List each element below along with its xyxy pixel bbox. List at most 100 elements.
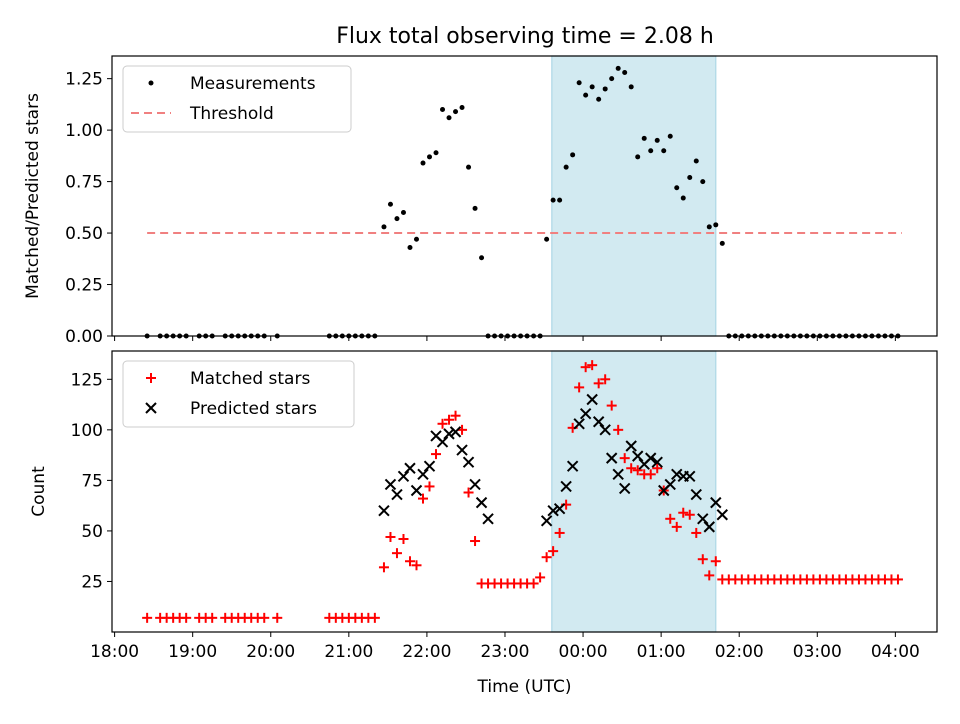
- matched-point: [424, 481, 435, 492]
- x-tick-label: 03:00: [793, 642, 842, 662]
- x-tick-label: 23:00: [480, 642, 529, 662]
- y-tick-label: 1.25: [65, 70, 103, 90]
- matched-point: [665, 513, 676, 524]
- matched-point: [593, 378, 604, 389]
- x-tick-label: 20:00: [246, 642, 295, 662]
- y-tick-label: 0.75: [65, 173, 103, 193]
- measurement-point: [413, 236, 419, 242]
- matched-point: [463, 487, 474, 498]
- predicted-point: [579, 407, 592, 420]
- predicted-point: [703, 521, 715, 533]
- matched-point: [385, 531, 396, 542]
- measurement-point: [400, 209, 406, 215]
- highlight-span: [551, 350, 717, 633]
- predicted-point: [697, 513, 709, 525]
- matched-point: [378, 562, 389, 573]
- predicted-point: [671, 468, 683, 481]
- y-axis-label: Count: [29, 466, 49, 517]
- x-tick-label: 02:00: [715, 642, 764, 662]
- y-tick-label: 0.00: [65, 327, 103, 347]
- matched-point: [626, 463, 637, 474]
- predicted-point: [410, 484, 423, 497]
- measurement-point: [615, 65, 621, 71]
- measurement-point: [700, 179, 706, 185]
- matched-point: [411, 560, 422, 571]
- measurement-point: [654, 137, 660, 143]
- matched-point: [431, 449, 442, 460]
- predicted-point: [645, 452, 657, 464]
- measurement-point: [674, 185, 680, 191]
- matched-point: [207, 612, 218, 623]
- predicted-point: [625, 440, 637, 452]
- series-measurements: [144, 65, 901, 339]
- measurement-point: [628, 84, 634, 90]
- y-tick-label: 50: [81, 522, 103, 542]
- matched-point: [398, 534, 409, 545]
- highlight-span: [551, 55, 717, 337]
- matched-point: [632, 465, 643, 476]
- legend-marker: [146, 373, 156, 383]
- predicted-point: [716, 509, 728, 521]
- matched-point: [528, 578, 539, 589]
- matched-point: [606, 400, 617, 411]
- x-tick-label: 22:00: [402, 642, 451, 662]
- series-predicted-stars: [378, 393, 728, 533]
- legend-label: Threshold: [189, 104, 274, 124]
- predicted-point: [417, 468, 429, 481]
- measurement-point: [563, 164, 569, 170]
- matched-point: [418, 493, 429, 504]
- measurement-point: [641, 135, 647, 141]
- predicted-point: [384, 478, 397, 491]
- measurement-point: [466, 164, 472, 170]
- measurement-point: [596, 96, 602, 102]
- measurement-point: [706, 224, 712, 230]
- legend: Measurements Threshold: [122, 65, 352, 133]
- predicted-point: [436, 436, 449, 448]
- measurement-point: [459, 104, 465, 110]
- matched-point: [548, 546, 559, 557]
- predicted-point: [710, 496, 722, 509]
- matched-point: [691, 527, 702, 538]
- predicted-point: [475, 496, 488, 509]
- matched-point: [619, 453, 630, 464]
- legend-marker: [145, 402, 157, 414]
- predicted-point: [573, 418, 585, 430]
- x-tick-label: 21:00: [324, 642, 373, 662]
- matched-point: [645, 469, 656, 480]
- predicted-point: [553, 502, 566, 515]
- y-tick-label: 25: [81, 572, 103, 592]
- measurement-point: [570, 152, 576, 158]
- matched-point: [710, 556, 721, 567]
- predicted-point: [449, 426, 462, 438]
- measurement-point: [680, 195, 686, 201]
- y-tick-label: 100: [71, 421, 103, 441]
- matched-point: [652, 463, 663, 474]
- measurement-point: [446, 115, 452, 121]
- predicted-point: [540, 515, 553, 527]
- measurement-point: [719, 240, 725, 246]
- predicted-point: [469, 478, 481, 491]
- predicted-point: [651, 456, 663, 468]
- predicted-point: [443, 428, 455, 440]
- legend-label: Measurements: [190, 74, 316, 94]
- measurement-point: [453, 109, 459, 115]
- measurement-point: [407, 244, 413, 250]
- predicted-point: [482, 513, 494, 525]
- matched-point: [444, 414, 455, 425]
- predicted-point: [684, 470, 696, 483]
- legend-label: Matched stars: [190, 369, 310, 389]
- predicted-point: [618, 482, 631, 495]
- series-matched-stars: [142, 360, 903, 623]
- y-tick-label: 0.25: [65, 276, 103, 296]
- matched-point: [554, 527, 565, 538]
- measurement-point: [440, 107, 446, 113]
- matched-point: [600, 374, 611, 385]
- measurement-point: [433, 150, 439, 156]
- matched-point: [535, 572, 546, 583]
- plot-frame: [111, 350, 938, 633]
- matched-point: [678, 507, 689, 518]
- measurement-point: [420, 160, 426, 166]
- y-tick-label: 75: [81, 471, 103, 491]
